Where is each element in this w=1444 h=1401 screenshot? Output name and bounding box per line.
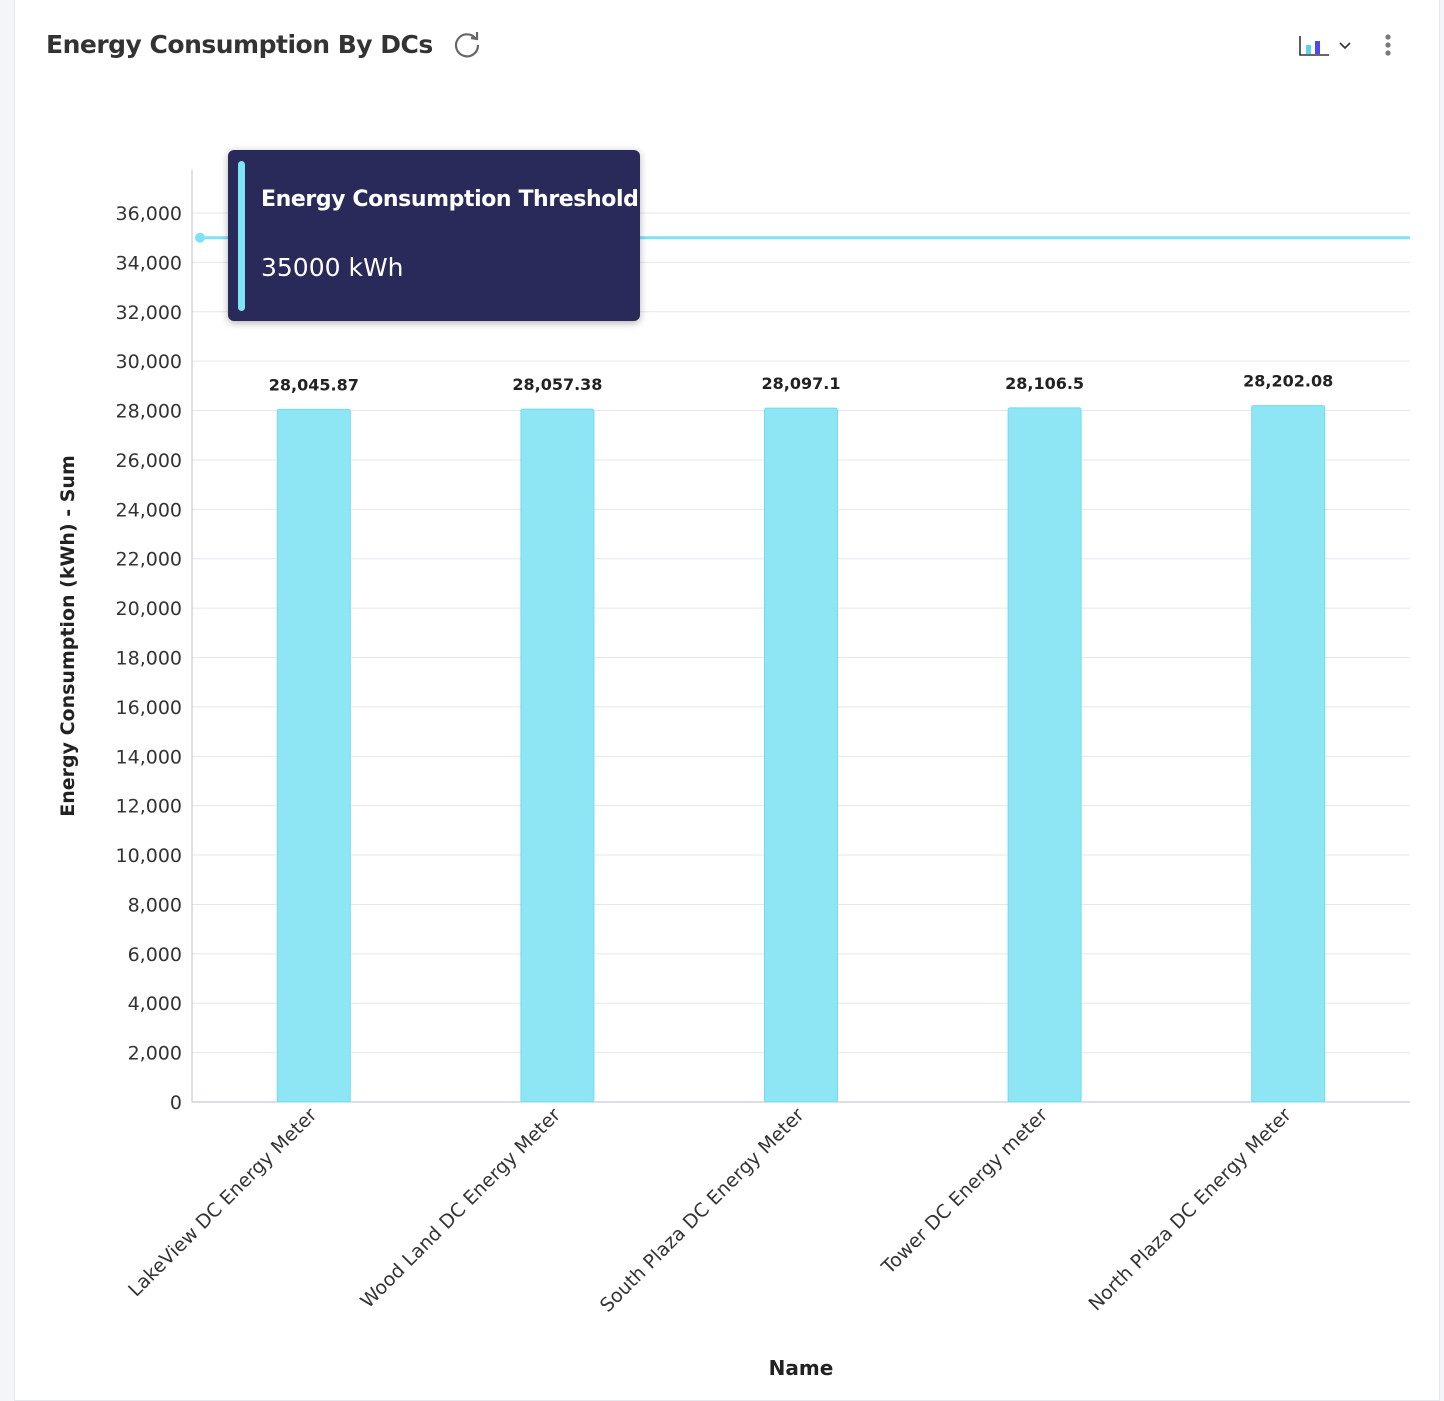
chart-title: Energy Consumption By DCs — [46, 30, 433, 59]
y-tick-label: 34,000 — [116, 252, 182, 274]
y-tick-label: 8,000 — [128, 894, 182, 916]
y-tick-label: 4,000 — [128, 993, 182, 1015]
data-label: 28,045.87 — [269, 375, 359, 394]
chart-type-selector[interactable] — [1298, 32, 1358, 60]
y-tick-label: 14,000 — [116, 746, 182, 768]
x-tick-label: South Plaza DC Energy Meter — [596, 1104, 809, 1317]
y-tick-label: 28,000 — [116, 401, 182, 423]
y-tick-label: 24,000 — [116, 499, 182, 521]
y-tick-label: 22,000 — [116, 549, 182, 571]
bar-chart-icon — [1299, 36, 1329, 56]
y-tick-label: 20,000 — [116, 598, 182, 620]
x-tick-label: LakeView DC Energy Meter — [124, 1104, 321, 1301]
bar — [1007, 407, 1082, 1103]
threshold-tooltip: Energy Consumption Threshold 35000 kWh — [228, 150, 640, 321]
y-tick-label: 0 — [170, 1092, 182, 1114]
bar — [520, 408, 595, 1103]
y-tick-label: 32,000 — [116, 302, 182, 324]
bar — [1251, 405, 1326, 1103]
y-tick-label: 2,000 — [128, 1043, 182, 1065]
y-tick-label: 36,000 — [116, 203, 182, 225]
bar — [276, 408, 351, 1103]
tooltip-value: 35000 kWh — [261, 253, 404, 282]
data-label: 28,057.38 — [512, 375, 602, 394]
y-tick-label: 16,000 — [116, 697, 182, 719]
x-tick-label: North Plaza DC Energy Meter — [1084, 1104, 1295, 1315]
x-tick-label: Tower DC Energy meter — [877, 1104, 1052, 1279]
y-tick-label: 6,000 — [128, 944, 182, 966]
y-tick-label: 18,000 — [116, 648, 182, 670]
data-label: 28,202.08 — [1243, 372, 1333, 391]
y-tick-label: 26,000 — [116, 450, 182, 472]
y-tick-label: 12,000 — [116, 796, 182, 818]
bar — [764, 407, 838, 1103]
x-axis-title: Name — [769, 1356, 834, 1380]
tooltip-title: Energy Consumption Threshold — [261, 187, 639, 212]
tooltip-color-marker — [238, 161, 245, 311]
data-label: 28,106.5 — [1005, 374, 1084, 393]
y-axis-title: Energy Consumption (kWh) - Sum — [57, 455, 79, 817]
y-tick-label: 30,000 — [116, 351, 182, 373]
more-vertical-icon[interactable] — [1379, 32, 1397, 60]
threshold-marker — [195, 232, 205, 243]
x-tick-label: Wood Land DC Energy Meter — [356, 1104, 565, 1313]
refresh-icon[interactable] — [452, 29, 482, 59]
y-tick-label: 10,000 — [116, 845, 182, 867]
chevron-down-icon — [1339, 42, 1351, 50]
data-label: 28,097.1 — [762, 374, 841, 393]
